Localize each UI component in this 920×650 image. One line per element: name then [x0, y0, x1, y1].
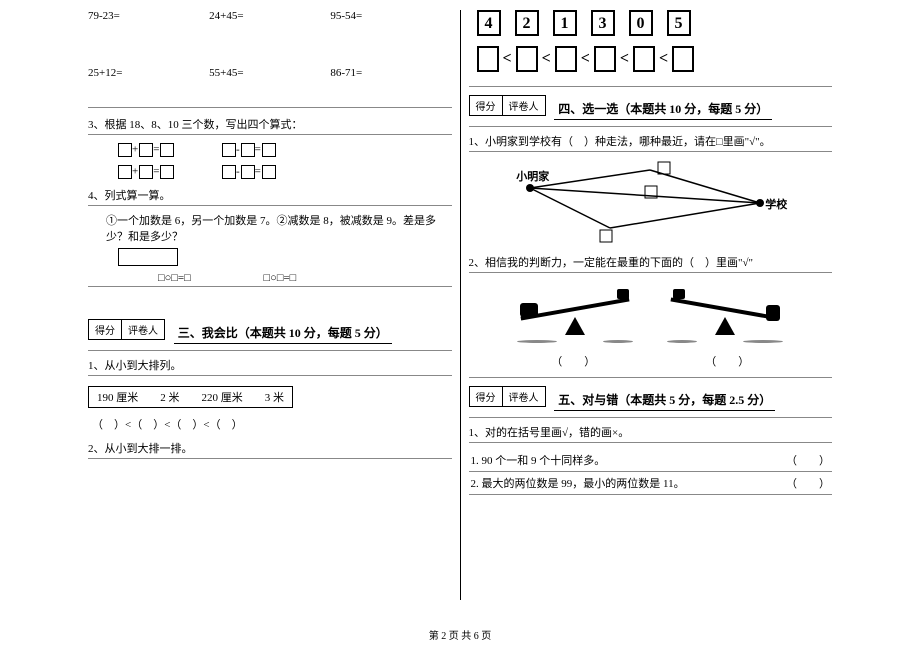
section-4-title: 四、选一选（本题共 10 分，每题 5 分） — [554, 98, 772, 120]
q4-fill-row: □○□=□ □○□=□ — [88, 272, 452, 287]
inequality-row: < < < < < — [477, 46, 833, 72]
tf-row-1: 1. 90 个一和 9 个十同样多。（ ） — [469, 449, 833, 472]
seesaw-diagram — [469, 283, 833, 343]
section-3-header: 得分 评卷人 三、我会比（本题共 10 分，每题 5 分） — [88, 319, 452, 344]
eq-2c: 86-71= — [330, 67, 451, 79]
map-home-label: 小明家 — [516, 168, 549, 184]
card-4: 0 — [629, 10, 653, 36]
tf-row-2: 2. 最大的两位数是 99，最小的两位数是 11。（ ） — [469, 472, 833, 495]
sort-blank: （ ）<（ ）<（ ）<（ ） — [92, 416, 452, 432]
equation-row-1: 79-23= 24+45= 95-54= — [88, 10, 452, 22]
section-4-header: 得分 评卷人 四、选一选（本题共 10 分，每题 5 分） — [469, 95, 833, 120]
section-3-title: 三、我会比（本题共 10 分，每题 5 分） — [174, 322, 392, 344]
map-school-label: 学校 — [765, 196, 787, 212]
score-box-3: 得分 评卷人 — [88, 319, 165, 340]
q3-1-text: 1、从小到大排列。 — [88, 357, 452, 376]
route-map: 小明家 学校 — [500, 158, 800, 248]
q3-ops-row1: += -= — [118, 143, 452, 157]
section-5-title: 五、对与错（本题共 5 分，每题 2.5 分） — [554, 389, 775, 411]
card-5: 5 — [667, 10, 691, 36]
eq-2b: 55+45= — [209, 67, 330, 79]
q4-2-text: 2、相信我的判断力，一定能在最重的下面的（ ）里画"√" — [469, 254, 833, 273]
eq-1a: 79-23= — [88, 10, 209, 22]
page-footer: 第 2 页 共 6 页 — [0, 627, 920, 642]
q4-sub: ①一个加数是 6，另一个加数是 7。②减数是 8，被减数是 9。差是多少？和是多… — [106, 212, 452, 244]
q3-text: 3、根据 18、8、10 三个数，写出四个算式： — [88, 116, 452, 135]
q4-1-text: 1、小明家到学校有（ ）种走法，哪种最近，请在□里画"√"。 — [469, 133, 833, 152]
eq-1b: 24+45= — [209, 10, 330, 22]
paren-row: （ ） （ ） — [469, 353, 833, 369]
q4-text: 4、列式算一算。 — [88, 187, 452, 206]
q3-ops-row2: += -= — [118, 165, 452, 179]
q5-1-text: 1、对的在括号里画√，错的画×。 — [469, 424, 833, 443]
score-box-4: 得分 评卷人 — [469, 95, 546, 116]
sort-items: 190 厘米 2 米 220 厘米 3 米 — [88, 386, 293, 408]
eq-1c: 95-54= — [330, 10, 451, 22]
q3-2-text: 2、从小到大排一排。 — [88, 440, 452, 459]
section-5-header: 得分 评卷人 五、对与错（本题共 5 分，每题 2.5 分） — [469, 386, 833, 411]
answer-box — [118, 248, 178, 266]
left-column: 79-23= 24+45= 95-54= 25+12= 55+45= 86-71… — [80, 10, 461, 600]
eq-2a: 25+12= — [88, 67, 209, 79]
card-1: 2 — [515, 10, 539, 36]
right-column: 4 2 1 3 0 5 < < < < < 得分 评卷人 四、选一选（本题共 1… — [461, 10, 841, 600]
number-cards: 4 2 1 3 0 5 — [477, 10, 833, 36]
equation-row-2: 25+12= 55+45= 86-71= — [88, 67, 452, 79]
card-2: 1 — [553, 10, 577, 36]
score-box-5: 得分 评卷人 — [469, 386, 546, 407]
card-3: 3 — [591, 10, 615, 36]
card-0: 4 — [477, 10, 501, 36]
